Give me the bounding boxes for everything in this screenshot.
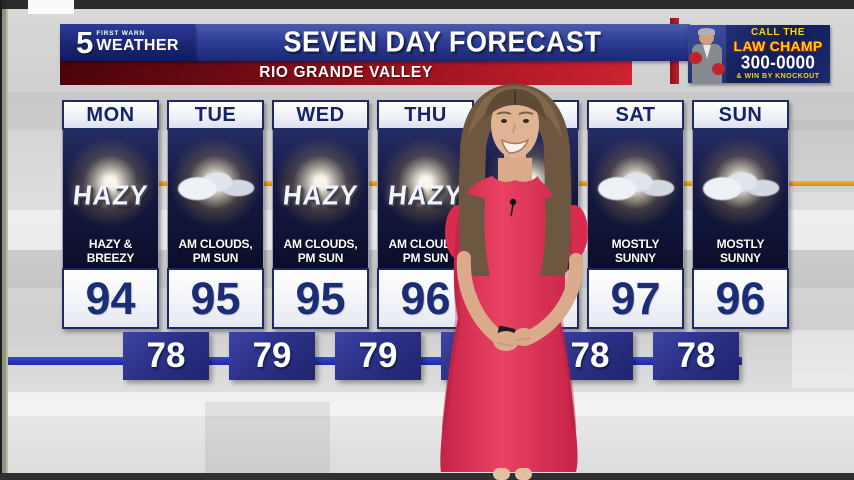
ad-line1: CALL THE [750, 27, 806, 39]
day-panel: MOSTLY SUNNY [587, 130, 684, 268]
forecast-day-column: WED HAZY AM CLOUDS, PM SUN 95 [272, 100, 369, 329]
presenter-leg [515, 468, 532, 480]
day-panel: HAZY HAZY & BREEZY [62, 130, 159, 268]
studio-wall-block [792, 330, 854, 388]
condition-line: MOSTLY [716, 237, 765, 251]
forecast-day-column: SUN MOSTLY SUNNY 96 [692, 100, 789, 329]
condition-line: SUNNY [719, 250, 761, 265]
region-banner: RIO GRANDE VALLEY [60, 61, 632, 85]
condition-line: PM SUN [402, 250, 449, 265]
condition-line: PM SUN [192, 250, 239, 265]
condition-line: PM SUN [297, 250, 344, 265]
low-temp-box: 79 [229, 332, 315, 380]
sponsor-photo [688, 25, 726, 83]
sun-glow-icon [273, 130, 368, 249]
sponsor-man-hair [698, 28, 715, 35]
presenter-arm [523, 253, 584, 344]
ad-phone-number: 300-0000 [740, 51, 816, 73]
condition-line: BREEZY [86, 250, 135, 265]
forecast-title-banner: SEVEN DAY FORECAST [195, 24, 690, 61]
day-condition: HAZY & BREEZY [63, 237, 158, 265]
sponsor-ad: CALL THE LAW CHAMP 300-0000 & WIN BY KNO… [688, 25, 830, 83]
station-tagline: FIRST WARN [96, 29, 145, 37]
lavalier-mic [509, 198, 517, 206]
day-panel: HAZY AM CLOUDS, PM SUN [272, 130, 369, 268]
day-high-temp: 96 [692, 268, 789, 329]
day-label: WED [272, 100, 369, 130]
day-high-temp: 95 [167, 268, 264, 329]
day-condition: AM CLOUDS, PM SUN [378, 237, 473, 265]
condition-line: MOSTLY [611, 237, 660, 251]
day-high-temp: 96 [377, 268, 474, 329]
frame-bottom-edge [0, 473, 854, 480]
page-title: SEVEN DAY FORECAST [283, 26, 602, 58]
station-logo: 5 FIRST WARN WEATHER [60, 24, 195, 61]
forecast-day-column: TUE AM CLOUDS, PM SUN 95 [167, 100, 264, 329]
low-temp-box: 79 [335, 332, 421, 380]
presenter-eye [501, 119, 507, 123]
icon-label: HAZY [71, 178, 150, 211]
studio-wall-block [792, 120, 854, 192]
day-condition: MOSTLY SUNNY [693, 237, 788, 265]
low-temp-box: 78 [123, 332, 209, 380]
presenter-eye [523, 119, 529, 123]
condition-line: AM CLOUDS, [178, 237, 253, 251]
condition-line: AM CLOUDS, [388, 237, 463, 251]
ad-line3: & WIN BY KNOCKOUT [736, 73, 820, 81]
sponsor-text: CALL THE LAW CHAMP 300-0000 & WIN BY KNO… [726, 25, 830, 83]
presenter-arm [456, 251, 505, 344]
sun-glow-icon [63, 130, 158, 249]
day-panel: AM CLOUDS, PM SUN [167, 130, 264, 268]
day-label: TUE [167, 100, 264, 130]
frame-top-highlight [28, 0, 74, 14]
region-label: RIO GRANDE VALLEY [259, 64, 433, 81]
day-label: SAT [587, 100, 684, 130]
forecast-day-column: THU HAZY AM CLOUDS, PM SUN 96 [377, 100, 474, 329]
forecast-day-column: MON HAZY HAZY & BREEZY 94 [62, 100, 159, 329]
day-condition: MOSTLY SUNNY [588, 237, 683, 265]
weather-presenter [400, 80, 630, 480]
day-label: MON [62, 100, 159, 130]
day-label: THU [377, 100, 474, 130]
low-temp-box: 78 [653, 332, 739, 380]
boxing-glove-icon [689, 52, 702, 64]
studio-floor-block [205, 402, 330, 480]
condition-line: SUNNY [614, 250, 656, 265]
condition-line: AM CLOUDS, [283, 237, 358, 251]
station-number: 5 [76, 25, 94, 60]
presenter-smile [501, 138, 530, 154]
frame-top-edge [0, 0, 854, 9]
day-high-temp: 94 [62, 268, 159, 329]
condition-line: HAZY & [88, 237, 133, 251]
day-condition: AM CLOUDS, PM SUN [168, 237, 263, 265]
day-label: SUN [692, 100, 789, 130]
icon-label: HAZY [281, 178, 360, 211]
day-high-temp: 95 [272, 268, 369, 329]
day-panel: MOSTLY SUNNY [692, 130, 789, 268]
day-condition: AM CLOUDS, PM SUN [273, 237, 368, 265]
frame-left-edge [0, 0, 8, 480]
studio-floor-band [0, 392, 854, 416]
presenter-hand [513, 328, 535, 346]
boxing-glove-icon [712, 63, 725, 75]
day-high-temp: 97 [587, 268, 684, 329]
ad-line2: LAW CHAMP [733, 37, 823, 54]
station-brand: WEATHER [96, 37, 179, 55]
forecast-day-column: SAT MOSTLY SUNNY 97 [587, 100, 684, 329]
sponsor-man-shirt [703, 45, 711, 59]
presenter-leg [493, 468, 510, 480]
presenter-hair-strand [540, 190, 571, 276]
